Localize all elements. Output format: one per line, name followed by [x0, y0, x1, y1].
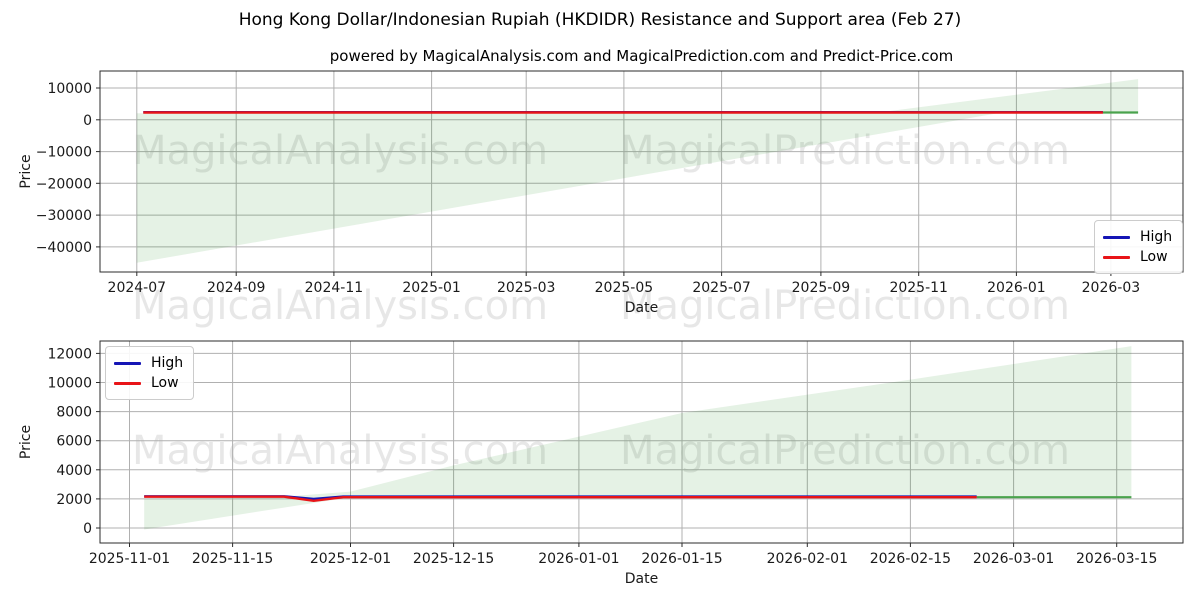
chart-full-history: 2024-07 2024-09 2024-11 2025-01 2025-03 2025-… — [18, 70, 1184, 316]
y-tick-label: 8000 — [56, 405, 92, 421]
y-tick-label: −20000 — [36, 176, 92, 192]
y-tick-label: −10000 — [36, 145, 92, 161]
x-tick-label: 2025-11-15 — [192, 551, 273, 567]
x-tick-label: 2025-11-01 — [89, 551, 170, 567]
legend-top-chart: High Low — [1094, 220, 1184, 274]
support-resistance-area — [144, 346, 1132, 530]
x-tick-label: 2024-07 — [108, 280, 167, 296]
high-line-sample — [1103, 235, 1130, 239]
x-tick-label: 2025-07 — [692, 280, 751, 296]
x-tick-label: 2026-01-01 — [538, 551, 619, 567]
legend-label-high: High — [1140, 229, 1173, 245]
x-axis-label: Date — [625, 300, 658, 316]
x-tick-label: 2025-03 — [497, 280, 556, 296]
support-resistance-area — [136, 79, 1139, 263]
y-tick-label: 4000 — [56, 463, 92, 479]
x-tick-label: 2026-02-15 — [870, 551, 951, 567]
y-axis-label: Price — [18, 425, 34, 459]
legend-label-low: Low — [151, 375, 179, 391]
y-tick-label: −40000 — [36, 240, 92, 256]
x-tick-label: 2025-12-01 — [310, 551, 391, 567]
y-tick-label: −30000 — [36, 208, 92, 224]
legend-label-low: Low — [1140, 249, 1168, 265]
legend-label-high: High — [151, 355, 184, 371]
legend-item-high: High — [1103, 227, 1172, 247]
chart-recent-and-forecast: 2025-11-01 2025-11-15 2025-12-01 2025-12-15… — [18, 340, 1184, 587]
legend-bottom-chart: High Low — [105, 346, 195, 400]
x-tick-label: 2025-09 — [792, 280, 851, 296]
low-line-sample — [114, 381, 141, 385]
legend-item-low: Low — [114, 373, 183, 393]
x-axis-label: Date — [625, 571, 658, 587]
x-tick-label: 2025-01 — [402, 280, 461, 296]
y-tick-label: 2000 — [56, 492, 92, 508]
y-tick-label: 0 — [83, 113, 92, 129]
x-tick-label: 2025-11 — [889, 280, 948, 296]
x-tick-label: 2025-05 — [595, 280, 654, 296]
y-axis-label: Price — [18, 154, 34, 188]
x-tick-label: 2026-02-01 — [767, 551, 848, 567]
y-tick-label: 10000 — [47, 81, 92, 97]
x-tick-label: 2026-03-01 — [973, 551, 1054, 567]
low-line-sample — [1103, 255, 1130, 259]
y-tick-label: 0 — [83, 521, 92, 537]
x-tick-label: 2026-03 — [1082, 280, 1141, 296]
x-tick-label: 2024-09 — [207, 280, 266, 296]
x-tick-label: 2026-01-15 — [641, 551, 722, 567]
plot-border — [99, 340, 1184, 544]
x-tick-label: 2026-01 — [987, 280, 1046, 296]
x-tick-label: 2026-03-15 — [1076, 551, 1157, 567]
x-tick-label: 2025-12-15 — [413, 551, 494, 567]
figure-subtitle: powered by MagicalAnalysis.com and Magic… — [329, 47, 954, 65]
figure-title: Hong Kong Dollar/Indonesian Rupiah (HKDI… — [238, 10, 962, 30]
x-tick-label: 2024-11 — [305, 280, 364, 296]
y-tick-label: 12000 — [47, 346, 92, 362]
plot-border — [99, 70, 1184, 273]
y-tick-label: 6000 — [56, 434, 92, 450]
line-low — [144, 495, 977, 503]
high-line-sample — [114, 361, 141, 365]
legend-item-low: Low — [1103, 247, 1172, 267]
y-tick-label: 10000 — [47, 376, 92, 392]
legend-item-high: High — [114, 353, 183, 373]
